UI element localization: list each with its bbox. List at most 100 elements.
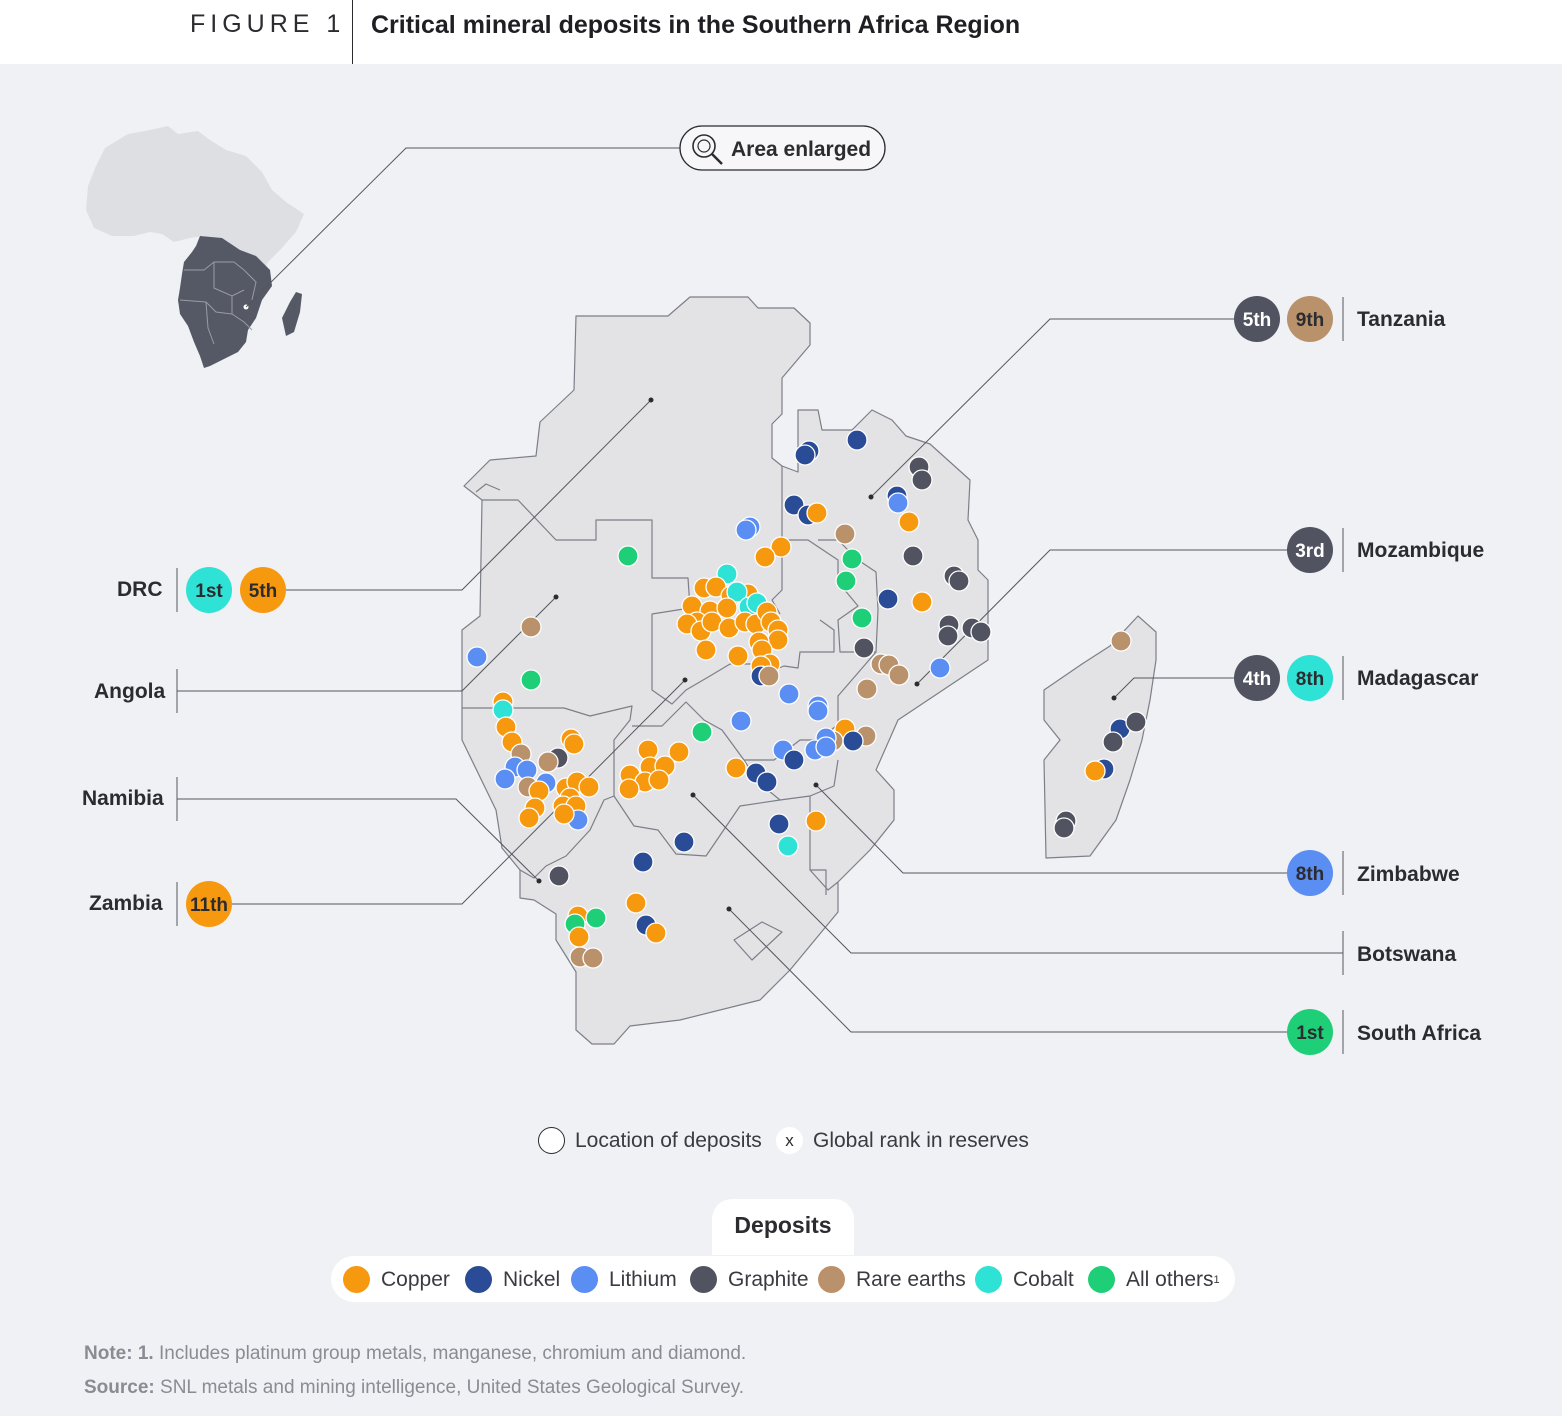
deposit-marker-copper — [568, 926, 590, 948]
rank-badge-text: 1st — [195, 581, 223, 602]
leader-anchor — [813, 782, 819, 788]
deposit-marker-graphite — [970, 621, 992, 643]
deposit-marker-all-others — [851, 607, 873, 629]
deposit-marker-all-others — [520, 669, 542, 691]
deposit-marker-copper — [563, 733, 585, 755]
rank-badge-circle — [186, 567, 232, 613]
deposit-marker-copper — [806, 502, 828, 524]
key-location-label: Location of deposits — [575, 1128, 762, 1152]
legend-swatch — [818, 1266, 845, 1293]
madagascar-map — [1043, 615, 1157, 859]
rank-badge-circle — [1287, 850, 1333, 896]
deposit-marker-copper — [805, 810, 827, 832]
rank-badge-circle — [1234, 655, 1280, 701]
leader-line — [815, 784, 1288, 874]
source-label: Source: — [84, 1377, 155, 1398]
deposit-marker-copper — [648, 769, 670, 791]
note-line: Note: 1. Includes platinum group metals,… — [84, 1343, 746, 1365]
deposit-marker-copper — [668, 741, 690, 763]
legend-item-copper: Copper — [343, 1266, 450, 1293]
rank-badge-text: 3rd — [1295, 541, 1325, 562]
deposit-marker-copper — [625, 892, 647, 914]
deposit-marker-lithium — [929, 657, 951, 679]
leader-anchor — [1111, 695, 1117, 701]
legend-item-all-others: All others 1 — [1088, 1266, 1220, 1293]
deposit-marker-copper — [578, 776, 600, 798]
rank-badges: 1st 5th 11th 5th 9th 3rd 4th 8th 8th 1st — [186, 296, 1333, 1055]
leader-anchor — [682, 677, 688, 683]
deposit-marker-copper — [645, 922, 667, 944]
legend-label: Cobalt — [1013, 1267, 1074, 1291]
deposit-marker-graphite — [937, 625, 959, 647]
rank-badge: 8th — [1287, 655, 1333, 701]
figure-label: FIGURE 1 — [190, 10, 346, 38]
legend-swatch — [690, 1266, 717, 1293]
legend-label: All others — [1126, 1267, 1214, 1291]
leader-line — [285, 399, 652, 591]
deposit-marker-copper — [1084, 760, 1106, 782]
legend-label: Graphite — [728, 1267, 809, 1291]
rank-badge-circle — [1287, 296, 1333, 342]
legend-label: Nickel — [503, 1267, 561, 1291]
country-label-botswana: Botswana — [1357, 943, 1457, 966]
rank-badge-text: 5th — [1243, 310, 1272, 331]
legend-label: Copper — [381, 1267, 450, 1291]
deposit-marker-cobalt — [777, 835, 799, 857]
leader-line — [232, 679, 686, 905]
deposit-marker-copper — [725, 757, 747, 779]
leader-anchor — [648, 397, 654, 403]
legend-swatch — [465, 1266, 492, 1293]
deposit-marker-nickel — [783, 749, 805, 771]
country-label-zimbabwe: Zimbabwe — [1357, 863, 1460, 886]
rank-badge: 3rd — [1287, 527, 1333, 573]
deposit-marker-nickel — [673, 831, 695, 853]
country-label-namibia: Namibia — [82, 787, 164, 810]
deposit-marker-copper — [911, 591, 933, 613]
legend-swatch — [343, 1266, 370, 1293]
deposit-marker-nickel — [842, 730, 864, 752]
rank-symbol: x — [776, 1127, 803, 1154]
legend-item-graphite: Graphite — [690, 1266, 809, 1293]
rank-badge-text: 8th — [1296, 669, 1325, 690]
madagascar-inset — [282, 292, 302, 336]
rank-badge-text: 5th — [249, 581, 278, 602]
source-text: SNL metals and mining intelligence, Unit… — [160, 1377, 745, 1398]
deposit-marker-lithium — [815, 736, 837, 758]
legend-swatch — [975, 1266, 1002, 1293]
legend-item-rare-earths: Rare earths — [818, 1266, 966, 1293]
rank-badge: 5th — [1234, 296, 1280, 342]
rank-badge-text: 8th — [1296, 864, 1325, 885]
deposit-marker-copper — [898, 511, 920, 533]
deposit-marker-graphite — [911, 469, 933, 491]
deposit-marker-all-others — [585, 907, 607, 929]
rank-badge-text: 1st — [1296, 1023, 1324, 1044]
deposit-marker-all-others — [841, 548, 863, 570]
deposit-marker-graphite — [1102, 731, 1124, 753]
deposit-marker-all-others — [835, 570, 857, 592]
country-label-angola: Angola — [94, 680, 166, 703]
deposit-marker-nickel — [877, 588, 899, 610]
deposit-marker-graphite — [1125, 711, 1147, 733]
key-rank: x Global rank in reserves — [776, 1127, 1029, 1154]
deposit-marker-lithium — [735, 519, 757, 541]
figure-title: Critical mineral deposits in the Souther… — [371, 11, 1021, 39]
deposit-marker-rare-earths — [856, 678, 878, 700]
rank-badge: 9th — [1287, 296, 1333, 342]
deposit-marker-rare-earths — [537, 751, 559, 773]
rank-badge-text: 9th — [1296, 310, 1325, 331]
country-label-drc: DRC — [117, 578, 163, 601]
deposit-markers — [466, 429, 1147, 969]
deposit-marker-copper — [695, 639, 717, 661]
leader-line — [870, 318, 1236, 498]
deposit-marker-lithium — [494, 768, 516, 790]
deposit-marker-all-others — [617, 545, 639, 567]
header-divider — [352, 0, 353, 64]
location-ring-icon — [538, 1127, 565, 1154]
deposit-marker-graphite — [548, 865, 570, 887]
mainland-outline — [461, 296, 989, 1045]
legend-item-nickel: Nickel — [465, 1266, 560, 1293]
leader-line — [1113, 677, 1236, 699]
rank-badge: 11th — [186, 881, 232, 927]
rank-badge: 8th — [1287, 850, 1333, 896]
